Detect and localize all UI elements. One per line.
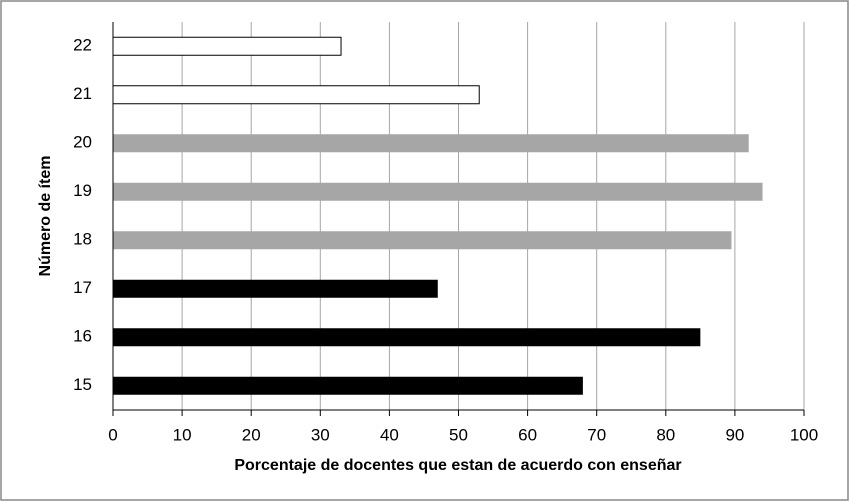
y-tick-label: 16 [73,327,92,346]
bar [113,328,701,347]
bar [112,85,480,105]
x-tick-label: 50 [449,425,468,444]
y-tick-label: 17 [73,278,92,297]
x-tick-label: 100 [790,425,818,444]
x-tick-label: 70 [587,425,606,444]
bar [113,134,749,153]
y-tick-label: 18 [73,230,92,249]
x-tick-label: 10 [173,425,192,444]
x-tick-label: 0 [108,425,117,444]
x-tick-label: 40 [380,425,399,444]
y-axis-title: Número de ítem [37,156,54,277]
bar [113,231,732,250]
bar [113,182,763,201]
x-tick-label: 60 [518,425,537,444]
y-tick-label: 19 [73,181,92,200]
x-tick-label: 80 [656,425,675,444]
y-tick-label: 21 [73,84,92,103]
y-tick-label: 20 [73,133,92,152]
y-tick-label: 22 [73,36,92,55]
y-tick-label: 15 [73,375,92,394]
x-tick-label: 30 [311,425,330,444]
bar [113,376,583,395]
bar [113,279,438,298]
x-axis-title: Porcentaje de docentes que estan de acue… [234,457,681,474]
x-tick-label: 20 [242,425,261,444]
bar [112,36,342,56]
x-tick-label: 90 [725,425,744,444]
